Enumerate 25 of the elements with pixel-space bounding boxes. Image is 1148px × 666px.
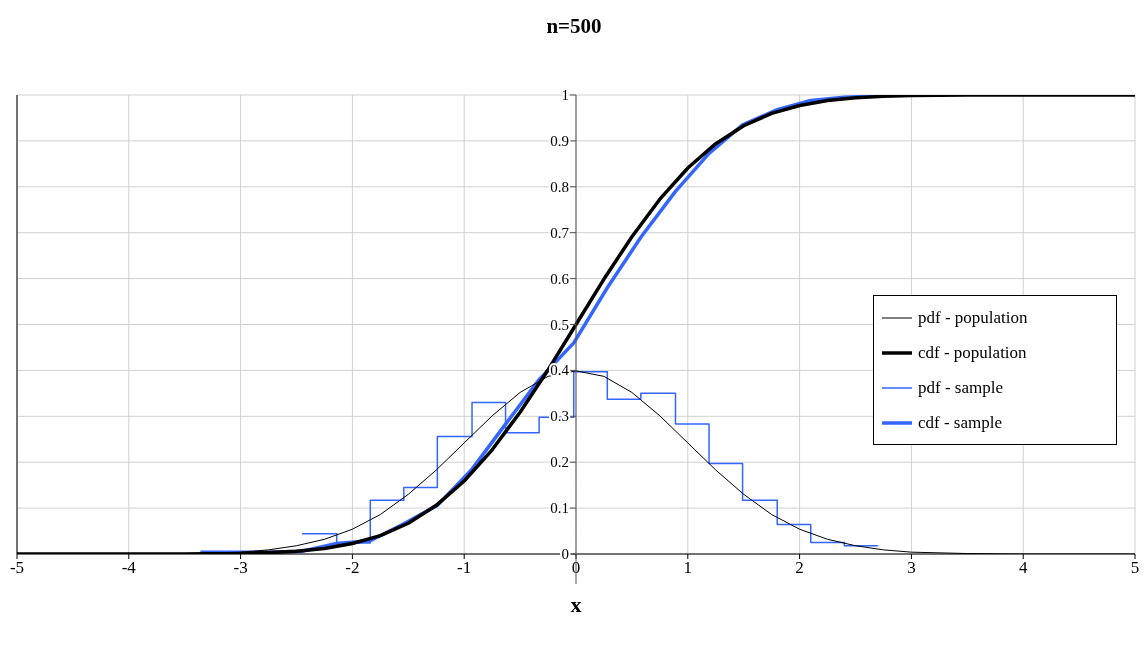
y-tick-label: 0.2 <box>550 454 569 471</box>
x-axis-title: x <box>570 592 582 617</box>
y-tick-label: 0.7 <box>550 224 570 241</box>
y-tick-label: 0 <box>561 546 569 562</box>
x-tick-label: 5 <box>1130 558 1140 578</box>
y-tick-label: 0.8 <box>550 178 569 195</box>
x-tick-label: 2 <box>795 558 804 578</box>
legend-label: cdf - population <box>918 342 1027 363</box>
legend-label: cdf - sample <box>918 412 1003 433</box>
y-tick-label: 0.1 <box>550 500 569 517</box>
y-tick-label: 1 <box>561 87 569 103</box>
x-tick-label: -2 <box>345 558 360 578</box>
x-tick-label: 3 <box>907 558 916 578</box>
x-tick-label: 4 <box>1018 558 1028 578</box>
y-tick-label: 0.5 <box>550 316 569 333</box>
legend-label: pdf - population <box>918 307 1028 328</box>
y-tick-label: 0.9 <box>550 132 569 149</box>
x-tick-label: -4 <box>121 558 137 578</box>
x-tick-label: -5 <box>9 558 25 578</box>
x-tick-label: -1 <box>457 558 472 578</box>
x-tick-label: -3 <box>233 558 248 578</box>
legend-label: pdf - sample <box>918 377 1003 398</box>
x-tick-label: 1 <box>683 558 693 578</box>
y-tick-label: 0.6 <box>550 270 570 287</box>
chart-title: n=500 <box>545 14 603 39</box>
